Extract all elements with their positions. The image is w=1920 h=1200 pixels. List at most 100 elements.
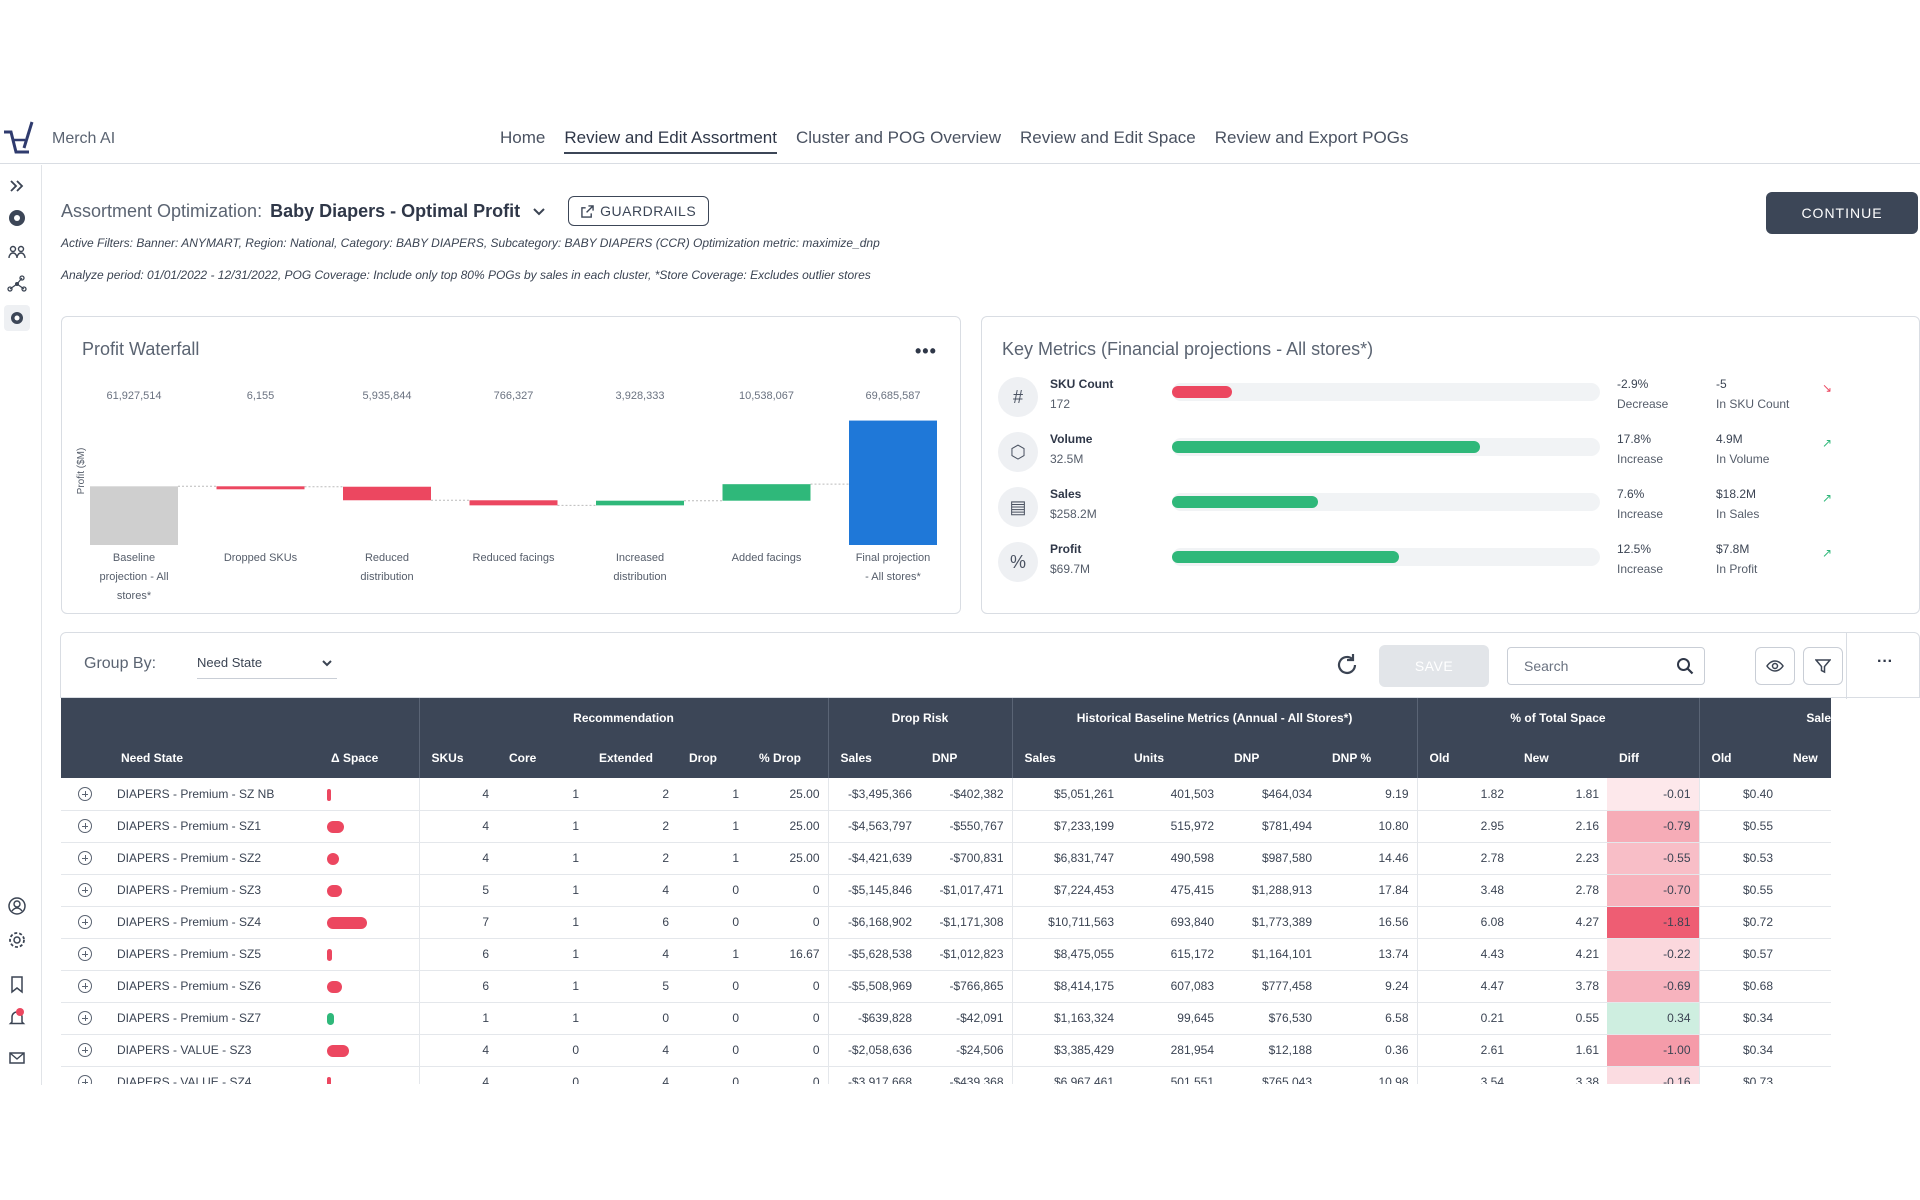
network-icon[interactable] — [4, 271, 30, 297]
nav-tab-home[interactable]: Home — [500, 128, 546, 147]
col-core[interactable]: Core — [497, 738, 587, 778]
pct-drop-cell: 0 — [747, 1034, 828, 1067]
metric-row-volume: ⬡ Volume 32.5M 17.8% Increase 4.9M In Volume ↗ — [982, 432, 1920, 482]
sales-old-cell: $0.40 — [1698, 778, 1781, 811]
expand-row-icon[interactable] — [78, 1011, 92, 1026]
mail-icon[interactable] — [4, 1045, 30, 1071]
col-pct-drop[interactable]: % Drop — [747, 738, 828, 778]
filter-button[interactable] — [1803, 647, 1843, 685]
table-row[interactable]: DIAPERS - Premium - SZ2 4 1 2 1 25.00 -$4,421,… — [61, 842, 1831, 875]
col-h-sales[interactable]: Sales — [1011, 738, 1122, 778]
table-row[interactable]: DIAPERS - Premium - SZ5 6 1 4 1 16.67 -$5,628,… — [61, 938, 1831, 971]
expand-row-icon[interactable] — [78, 915, 92, 930]
core-cell: 0 — [497, 1034, 587, 1067]
expand-row-icon[interactable] — [78, 851, 92, 866]
delta-space-bar — [327, 916, 367, 929]
col-h-dnp[interactable]: DNP — [1222, 738, 1320, 778]
settings-gear-active-icon[interactable] — [4, 305, 30, 331]
waterfall-bar-1[interactable] — [216, 486, 305, 490]
expand-row-icon[interactable] — [78, 883, 92, 898]
col-sales-new[interactable]: New — [1781, 738, 1831, 778]
waterfall-bar-0[interactable] — [90, 486, 178, 545]
col-space-new[interactable]: New — [1512, 738, 1607, 778]
waterfall-bar-5[interactable] — [722, 484, 811, 501]
nav-tab-review-edit-assortment[interactable]: Review and Edit Assortment — [564, 128, 777, 154]
table-row[interactable]: DIAPERS - Premium - SZ7 1 1 0 0 0 -$639,828 -$4… — [61, 1002, 1831, 1035]
metric-direction: Decrease — [1617, 397, 1669, 411]
table-row[interactable]: DIAPERS - Premium - SZ3 5 1 4 0 0 -$5,145,846-… — [61, 874, 1831, 907]
settings-icon[interactable] — [4, 927, 30, 953]
expand-row-icon[interactable] — [78, 1043, 92, 1058]
space-new-cell: 1.61 — [1512, 1034, 1607, 1067]
col-h-dnp-pct[interactable]: DNP % — [1320, 738, 1417, 778]
pct-drop-cell: 0 — [747, 874, 828, 907]
nav-tab-cluster-pog-overview[interactable]: Cluster and POG Overview — [795, 128, 1001, 147]
metric-bar-fill — [1172, 496, 1318, 508]
col-extended[interactable]: Extended — [587, 738, 677, 778]
waterfall-more-button[interactable]: ••• — [915, 341, 937, 361]
view-toggle-button[interactable] — [1755, 647, 1795, 685]
col-drop[interactable]: Drop — [677, 738, 747, 778]
save-button[interactable]: SAVE — [1379, 645, 1489, 687]
expand-row-icon[interactable] — [78, 979, 92, 994]
col-delta-space[interactable]: Δ Space — [319, 738, 419, 778]
scenario-chevron-down-icon[interactable] — [532, 204, 546, 218]
metric-pct-change: -2.9% — [1617, 377, 1649, 391]
table-row[interactable]: DIAPERS - VALUE - SZ3 4 0 4 0 0 -$2,058,636 -$2… — [61, 1034, 1831, 1067]
skus-cell: 6 — [418, 970, 497, 1003]
waterfall-bar-4[interactable] — [596, 500, 684, 506]
notifications-bell-icon[interactable] — [4, 1005, 30, 1031]
guardrails-button[interactable]: GUARDRAILS — [568, 196, 710, 226]
expand-chevrons-icon[interactable] — [4, 173, 30, 199]
sales-new-cell — [1781, 810, 1831, 843]
col-dr-dnp[interactable]: DNP — [920, 738, 1012, 778]
dr-sales-cell: -$4,421,639 — [827, 842, 920, 875]
expand-row-icon[interactable] — [78, 947, 92, 962]
waterfall-category-label-2: distribution — [360, 571, 413, 583]
col-dr-sales[interactable]: Sales — [827, 738, 920, 778]
table-row[interactable]: DIAPERS - Premium - SZ6 6 1 5 0 0 -$5,508,969-… — [61, 970, 1831, 1003]
dr-dnp-cell: -$700,831 — [920, 842, 1012, 875]
space-new-cell: 2.16 — [1512, 810, 1607, 843]
users-group-icon[interactable] — [4, 239, 30, 265]
col-sales-old[interactable]: Old — [1698, 738, 1781, 778]
expand-row-icon[interactable] — [78, 1075, 92, 1084]
drop-cell: 0 — [677, 1002, 747, 1035]
search-input[interactable]: Search — [1507, 647, 1705, 685]
table-row[interactable]: DIAPERS - Premium - SZ NB 4 1 2 1 25.00 -$3,49… — [61, 778, 1831, 811]
expand-row-icon[interactable] — [78, 787, 92, 802]
waterfall-value-label-1: 6,155 — [247, 390, 275, 402]
dashboard-icon[interactable] — [4, 205, 30, 231]
app-name: Merch AI — [52, 130, 116, 147]
h-units-cell: 607,083 — [1122, 970, 1222, 1003]
col-skus[interactable]: SKUs — [418, 738, 497, 778]
delta-space-cell — [319, 778, 419, 811]
scenario-name[interactable]: Baby Diapers - Optimal Profit — [270, 200, 521, 221]
waterfall-bar-2[interactable] — [343, 486, 431, 501]
nav-tab-review-edit-space[interactable]: Review and Edit Space — [1019, 128, 1196, 147]
waterfall-bar-3[interactable] — [469, 500, 558, 506]
skus-cell: 7 — [418, 906, 497, 939]
profile-icon[interactable] — [4, 893, 30, 919]
table-more-button[interactable]: ··· — [1877, 653, 1893, 670]
table-row[interactable]: DIAPERS - Premium - SZ1 4 1 2 1 25.00 -$4,563,… — [61, 810, 1831, 843]
continue-button[interactable]: CONTINUE — [1766, 192, 1918, 234]
delta-space-cell — [319, 906, 419, 939]
need-state-cell: DIAPERS - Premium - SZ1 — [109, 810, 319, 843]
metric-trend-icon: ↘ — [1822, 381, 1833, 395]
group-recommendation: Recommendation — [418, 698, 828, 738]
need-state-cell: DIAPERS - VALUE - SZ4 — [109, 1066, 319, 1084]
bookmark-icon[interactable] — [4, 971, 30, 997]
expand-row-icon[interactable] — [78, 819, 92, 834]
waterfall-bar-6[interactable] — [849, 420, 937, 545]
table-row[interactable]: DIAPERS - Premium - SZ4 7 1 6 0 0 -$6,168,902-… — [61, 906, 1831, 939]
col-space-diff[interactable]: Diff — [1607, 738, 1699, 778]
col-need-state[interactable]: Need State — [109, 738, 319, 778]
group-by-select[interactable]: Need State — [197, 651, 337, 679]
table-row[interactable]: DIAPERS - VALUE - SZ4 4 0 4 0 0 -$3,917,668 -$4… — [61, 1066, 1831, 1084]
col-h-units[interactable]: Units — [1122, 738, 1222, 778]
col-space-old[interactable]: Old — [1416, 738, 1512, 778]
nav-tab-review-export-pogs[interactable]: Review and Export POGs — [1214, 128, 1409, 147]
waterfall-category-label-4: Increased — [616, 552, 664, 564]
refresh-icon[interactable] — [1333, 651, 1361, 679]
